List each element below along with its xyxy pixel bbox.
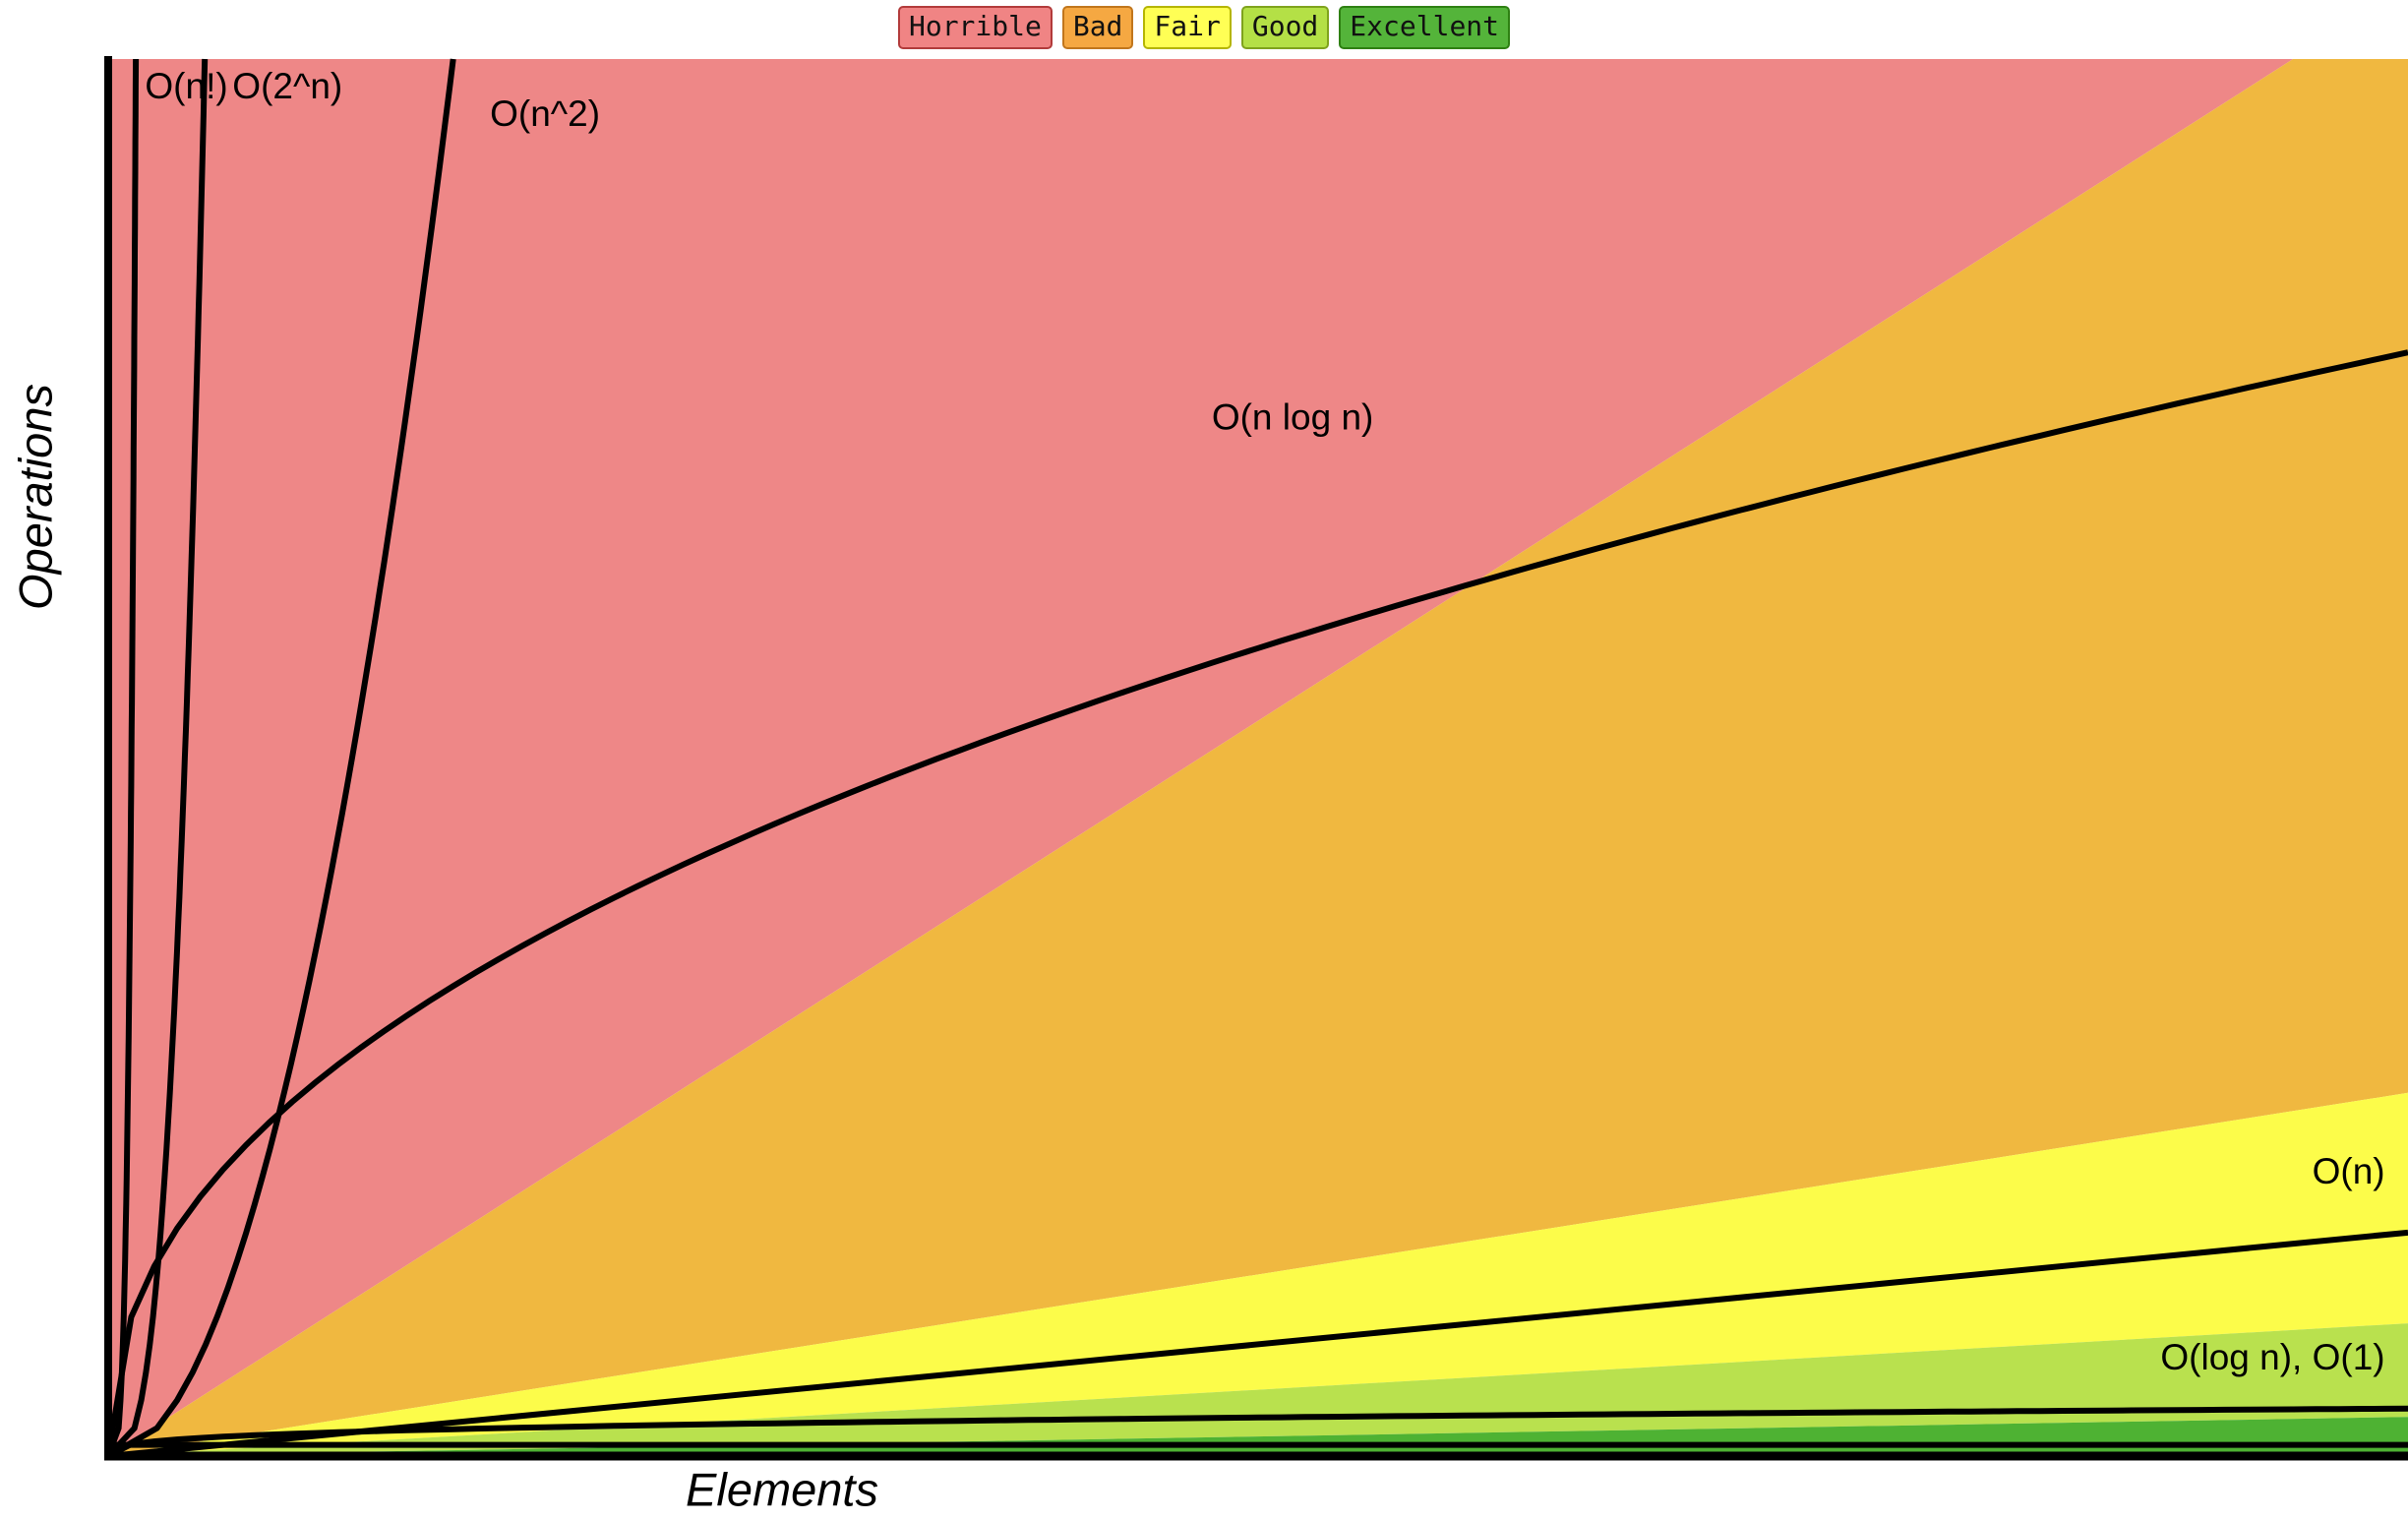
curve-o-n [105, 58, 140, 1458]
legend-item-fair: Fair [1143, 6, 1232, 50]
region-bad [108, 59, 2408, 1456]
curve-label-o-n-log-n: O(n log n) [1212, 396, 1374, 437]
complexity-curves [105, 58, 2408, 1459]
curve-o-n [107, 1229, 2408, 1459]
legend-item-bad: Bad [1061, 6, 1134, 50]
curve-label-o-2-n: O(2^n) [232, 66, 342, 106]
curve-o-log-n [106, 1405, 2408, 1459]
legend: Horrible Bad Fair Good Excellent [0, 6, 2408, 50]
curve-label-o-n-2: O(n^2) [490, 93, 600, 134]
curve-labels: O(n!) O(2^n) O(n^2) O(n log n) O(n) O(log n),… [145, 66, 2384, 1377]
legend-item-excellent: Excellent [1339, 6, 1511, 50]
regions [108, 59, 2408, 1456]
legend-item-good: Good [1240, 6, 1330, 50]
legend-item-horrible: Horrible [897, 6, 1053, 50]
curve-o-n-log-n [105, 349, 2408, 1457]
curve-label-o-log-n-o-1: O(log n), O(1) [2160, 1337, 2384, 1377]
curve-label-o-n: O(n!) [145, 66, 227, 106]
region-fair [108, 1092, 2408, 1456]
curve-o-2-n [105, 58, 209, 1459]
y-axis-label: Operations [9, 384, 62, 610]
curve-label-o-n: O(n) [2313, 1151, 2385, 1191]
curve-o-n-2 [106, 58, 456, 1459]
x-axis-label: Elements [686, 1463, 878, 1516]
